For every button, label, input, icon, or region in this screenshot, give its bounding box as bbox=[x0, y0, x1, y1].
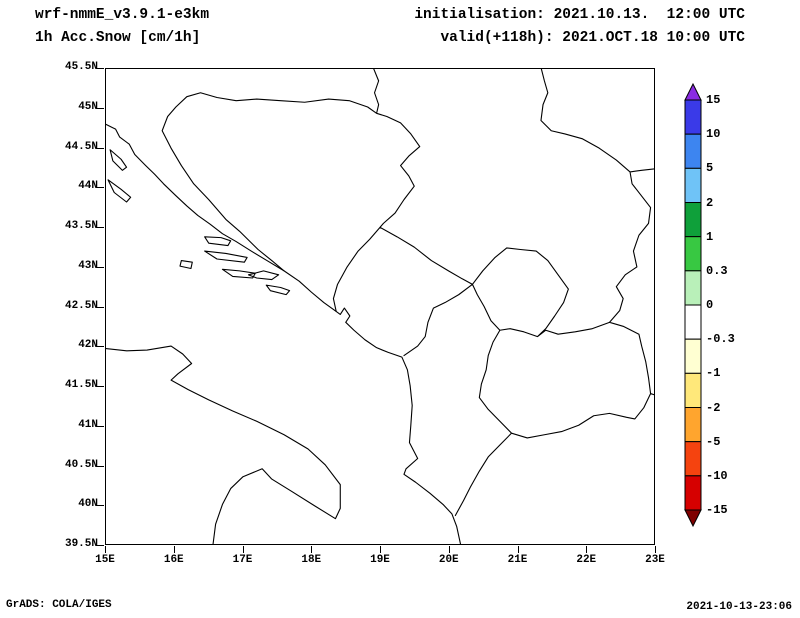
colorbar-label: -15 bbox=[706, 503, 728, 517]
map-frame bbox=[105, 68, 655, 545]
colorbar-segment bbox=[684, 304, 702, 340]
lat-tick-label: 41N bbox=[78, 418, 98, 431]
colorbar-segment bbox=[684, 475, 702, 511]
colorbar-arrow-up bbox=[684, 83, 702, 101]
lon-tick-label: 21E bbox=[507, 554, 528, 566]
colorbar-segment bbox=[684, 167, 702, 204]
lon-tick-mark bbox=[449, 546, 450, 553]
colorbar-segment bbox=[684, 236, 702, 272]
lat-tick-label: 43.5N bbox=[64, 220, 98, 232]
lat-tick-label: 44N bbox=[78, 180, 98, 193]
lat-tick-mark bbox=[97, 68, 104, 69]
colorbar-label: 0 bbox=[706, 298, 714, 312]
colorbar-label: 10 bbox=[706, 127, 721, 142]
initialisation-time: initialisation: 2021.10.13. 12:00 UTC bbox=[414, 7, 745, 23]
colorbar-segment bbox=[684, 99, 702, 135]
lat-tick-mark bbox=[97, 307, 104, 308]
lat-tick-label: 40N bbox=[78, 498, 98, 511]
field-title: 1h Acc.Snow [cm/1h] bbox=[35, 30, 201, 46]
lat-tick-mark bbox=[97, 466, 104, 467]
lon-tick-mark bbox=[380, 546, 381, 553]
colorbar-label: 0.3 bbox=[706, 263, 728, 278]
lon-tick-mark bbox=[243, 546, 244, 553]
colorbar-segment bbox=[684, 338, 702, 374]
islands-dalmatia bbox=[108, 150, 290, 295]
colorbar-segment bbox=[684, 441, 702, 477]
colorbar bbox=[684, 83, 702, 527]
colorbar-label: -5 bbox=[706, 434, 721, 449]
valid-time: valid(+118h): 2021.OCT.18 10:00 UTC bbox=[440, 30, 745, 46]
lat-tick-label: 45N bbox=[78, 100, 98, 113]
lat-tick-mark bbox=[97, 346, 104, 347]
lon-tick-label: 15E bbox=[95, 554, 115, 566]
colorbar-segment bbox=[684, 202, 702, 238]
lat-tick-label: 45.5N bbox=[64, 61, 98, 73]
lon-tick-mark bbox=[586, 546, 587, 553]
lon-tick-mark bbox=[655, 546, 656, 553]
lat-tick-label: 42.5N bbox=[64, 299, 98, 312]
grads-credit: GrADS: COLA/IGES bbox=[6, 599, 112, 611]
lat-tick-label: 42N bbox=[78, 339, 98, 352]
map-svg bbox=[106, 69, 654, 544]
colorbar-label: 2 bbox=[706, 195, 714, 210]
lat-tick-label: 44.5N bbox=[64, 140, 98, 153]
lat-tick-mark bbox=[97, 545, 104, 546]
lat-tick-mark bbox=[97, 505, 104, 506]
lat-tick-label: 43N bbox=[78, 259, 98, 272]
colorbar-label: 1 bbox=[706, 229, 714, 244]
lat-tick-mark bbox=[97, 108, 104, 109]
lat-tick-label: 41.5N bbox=[64, 379, 98, 391]
lat-tick-mark bbox=[97, 386, 104, 387]
lon-tick-label: 22E bbox=[576, 554, 597, 566]
lon-tick-label: 20E bbox=[438, 554, 459, 566]
colorbar-arrow-down bbox=[684, 509, 702, 527]
colorbar-segment bbox=[684, 372, 702, 409]
lon-tick-mark bbox=[311, 546, 312, 553]
lat-tick-label: 39.5N bbox=[64, 538, 98, 550]
colorbar-label: 5 bbox=[706, 161, 714, 176]
colorbar-segment bbox=[684, 407, 702, 443]
lon-tick-mark bbox=[105, 546, 106, 553]
colorbar-segment bbox=[684, 270, 702, 306]
colorbar-label: 15 bbox=[706, 93, 721, 107]
lon-tick-label: 19E bbox=[370, 554, 390, 566]
lon-tick-mark bbox=[174, 546, 175, 553]
coastline-italy bbox=[106, 346, 340, 544]
colorbar-label: -10 bbox=[706, 468, 728, 483]
colorbar-label: -0.3 bbox=[706, 332, 735, 347]
lon-tick-mark bbox=[518, 546, 519, 553]
colorbar-label: -1 bbox=[706, 366, 721, 381]
lat-tick-mark bbox=[97, 267, 104, 268]
lat-tick-label: 40.5N bbox=[64, 458, 98, 471]
lon-tick-label: 18E bbox=[301, 554, 322, 566]
coastline-adriatic-east bbox=[106, 124, 461, 544]
lat-tick-mark bbox=[97, 227, 104, 228]
lon-tick-label: 16E bbox=[163, 554, 184, 566]
country-borders bbox=[162, 69, 654, 516]
lon-tick-label: 23E bbox=[645, 554, 665, 566]
lat-tick-mark bbox=[97, 426, 104, 427]
colorbar-segment bbox=[684, 133, 702, 169]
lat-tick-mark bbox=[97, 148, 104, 149]
creation-timestamp: 2021-10-13-23:06 bbox=[686, 601, 792, 613]
lon-tick-label: 17E bbox=[232, 554, 253, 566]
colorbar-label: -2 bbox=[706, 400, 721, 415]
lat-tick-mark bbox=[97, 187, 104, 188]
model-name: wrf-nmmE_v3.9.1-e3km bbox=[35, 7, 210, 23]
